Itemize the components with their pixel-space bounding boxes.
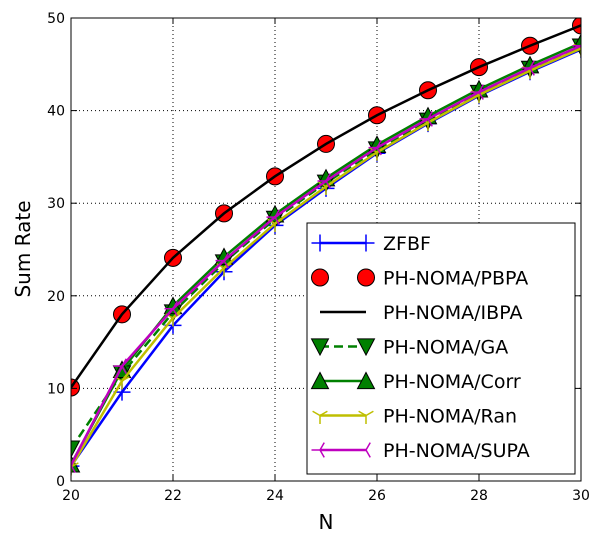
legend-label: PH-NOMA/PBPA	[383, 268, 528, 290]
legend-item: PH-NOMA/Ran	[312, 406, 517, 428]
data-point	[113, 358, 127, 374]
x-tick-label: 24	[266, 488, 284, 504]
data-point	[357, 234, 375, 252]
legend-label: PH-NOMA/GA	[383, 337, 508, 359]
series-ph-noma-ibpa	[71, 24, 581, 389]
legend-label: ZFBF	[383, 233, 431, 255]
legend-item: PH-NOMA/Corr	[310, 371, 521, 393]
data-point	[310, 338, 330, 357]
data-point	[356, 338, 376, 357]
data-point	[266, 209, 280, 225]
legend-label: PH-NOMA/SUPA	[383, 440, 530, 462]
x-tick-label: 28	[470, 488, 488, 504]
data-point	[419, 111, 433, 127]
data-point	[71, 457, 76, 474]
data-point	[311, 268, 329, 287]
data-point	[312, 410, 328, 424]
legend-label: PH-NOMA/Ran	[383, 406, 517, 428]
legend-item: ZFBF	[311, 233, 431, 255]
y-axis-label: Sum Rate	[11, 200, 35, 297]
data-point	[368, 139, 382, 156]
legend: ZFBF PH-NOMA/PBPA PH-NOMA/IBPA PH-NOMA/GA PH…	[306, 222, 576, 475]
legend-box	[306, 222, 576, 475]
legend-item: PH-NOMA/GA	[310, 337, 508, 359]
y-tick-label: 40	[47, 104, 65, 120]
tick-labels: 20 22 24 26 28 30 0 10 20 30 40 50	[47, 11, 590, 504]
data-point	[357, 268, 375, 287]
data-point	[317, 173, 331, 189]
y-tick-label: 0	[56, 474, 65, 490]
data-point	[357, 442, 371, 458]
y-tick-label: 10	[47, 381, 65, 397]
data-point	[311, 442, 325, 458]
series-layer	[71, 18, 581, 476]
data-point	[356, 371, 376, 390]
data-point	[71, 440, 81, 459]
x-tick-label: 20	[62, 488, 80, 504]
legend-item: PH-NOMA/IBPA	[320, 302, 522, 324]
x-tick-label: 26	[368, 488, 386, 504]
legend-label: PH-NOMA/Corr	[383, 371, 521, 393]
series-line	[71, 24, 581, 389]
data-point	[470, 84, 484, 100]
data-point	[358, 410, 374, 424]
x-axis-label: N	[319, 510, 334, 534]
data-point	[164, 300, 178, 317]
x-tick-label: 30	[572, 488, 590, 504]
legend-label: PH-NOMA/IBPA	[383, 302, 522, 324]
data-point	[311, 234, 329, 252]
legend-item: PH-NOMA/SUPA	[311, 440, 530, 462]
y-tick-label: 30	[47, 196, 65, 212]
data-point	[215, 252, 229, 269]
y-tick-label: 50	[47, 11, 65, 27]
series-ph-noma-supa	[71, 44, 581, 474]
plot-frame	[70, 17, 582, 482]
data-point	[572, 44, 581, 48]
data-point	[521, 60, 535, 76]
y-tick-label: 20	[47, 289, 65, 305]
legend-item: PH-NOMA/PBPA	[311, 268, 528, 290]
data-point	[310, 371, 330, 390]
x-tick-label: 22	[164, 488, 182, 504]
